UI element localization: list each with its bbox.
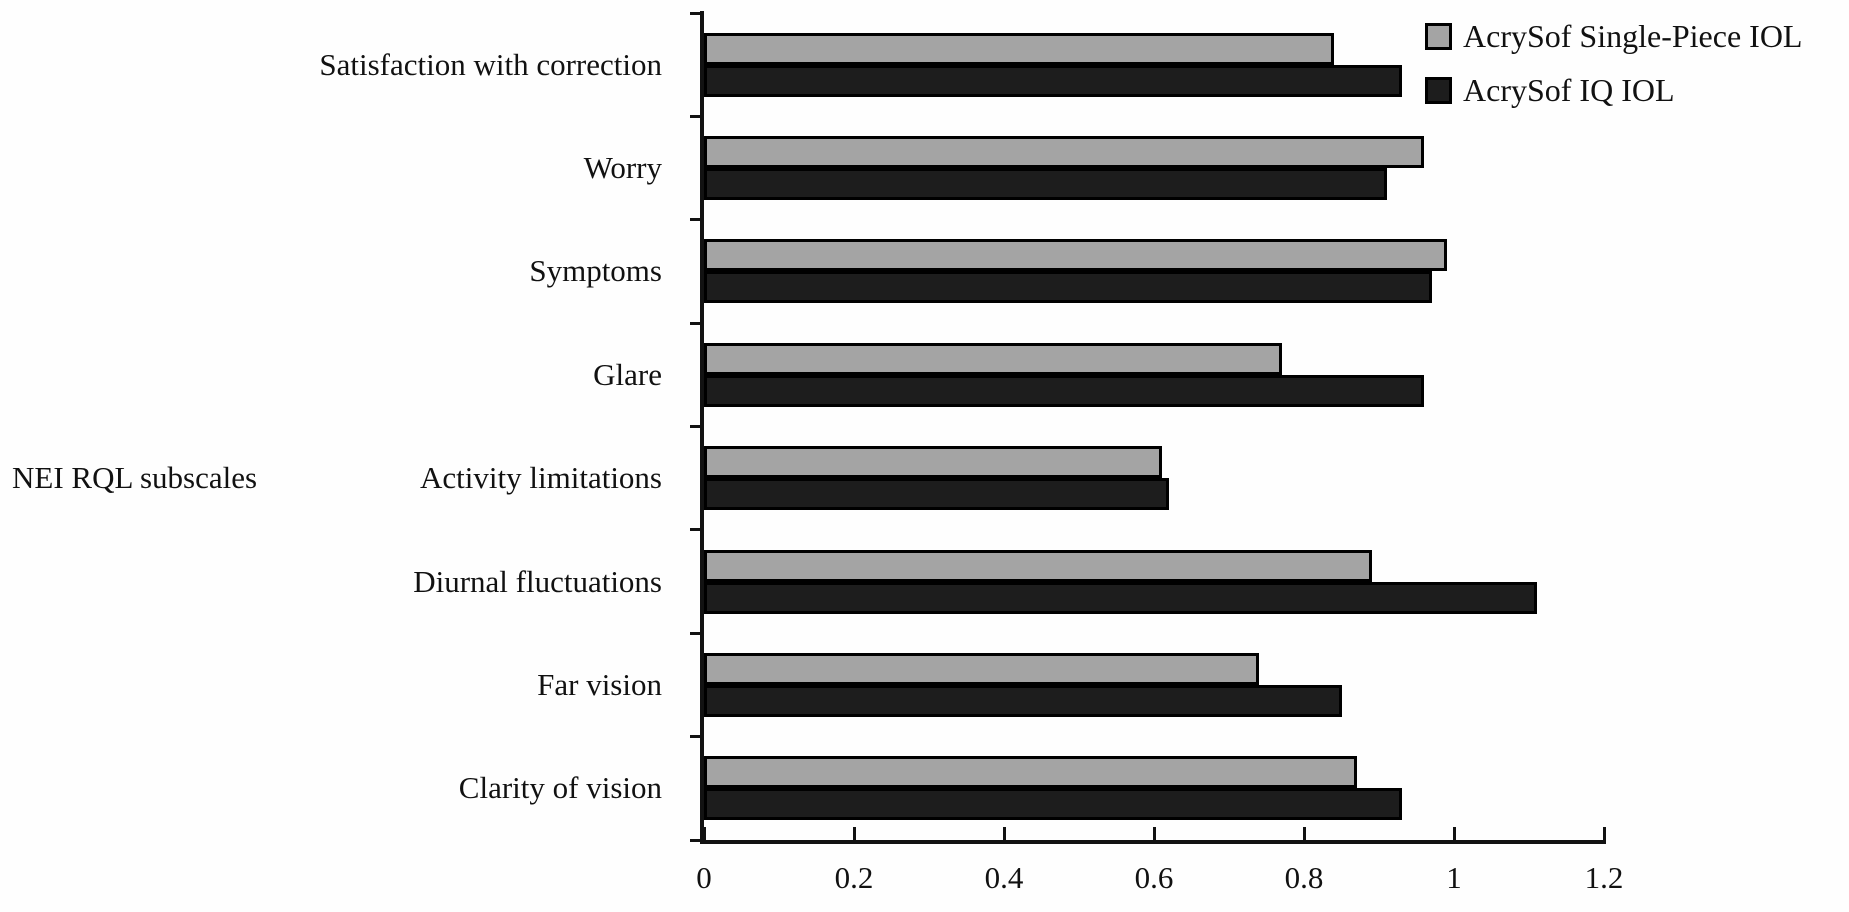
category-tick [690,321,704,325]
value-tick [1602,827,1606,841]
category-tick [690,218,704,222]
category-tick [690,838,704,842]
bar-iq [704,684,1342,717]
bar-single-piece [704,756,1357,789]
legend-label-iq: AcrySof IQ IOL [1463,72,1675,108]
value-tick-label: 1 [1446,860,1462,895]
category-label: Satisfaction with correction [319,46,662,82]
bar-iq [704,374,1424,407]
bar-single-piece [704,136,1424,169]
bar-single-piece [704,239,1447,272]
category-label: Clarity of vision [458,770,662,806]
legend-item-iq: AcrySof IQ IOL [1425,70,1802,110]
value-tick [852,827,856,841]
bar-iq [704,64,1402,97]
value-tick [1452,827,1456,841]
category-tick [690,114,704,118]
bar-single-piece [704,446,1162,479]
category-axis-title: NEI RQL subscales [12,460,258,495]
value-tick [1152,827,1156,841]
category-tick [690,528,704,532]
legend: AcrySof Single-Piece IOL AcrySof IQ IOL [1425,16,1802,124]
category-tick [690,631,704,635]
value-tick [1302,827,1306,841]
category-label: Far vision [537,666,662,702]
category-tick [690,11,704,15]
bar-single-piece [704,32,1334,65]
bar-iq [704,271,1432,304]
bar-iq [704,581,1537,614]
category-tick [690,735,704,739]
category-label: Activity limitations [420,460,662,496]
bar-single-piece [704,342,1282,375]
bar-iq [704,788,1402,821]
category-label: Glare [593,356,662,392]
value-tick [702,827,706,841]
value-tick-label: 0.6 [1134,860,1174,895]
value-tick [1002,827,1006,841]
bar-iq [704,478,1169,511]
legend-item-single-piece: AcrySof Single-Piece IOL [1425,16,1802,56]
category-label: Symptoms [529,253,662,289]
value-tick-label: 0.8 [1284,860,1324,895]
category-label: Diurnal fluctuations [413,563,662,599]
bar-single-piece [704,549,1372,582]
legend-swatch-single-piece [1425,23,1452,50]
value-tick-label: 0.2 [834,860,874,895]
x-axis-line [700,840,1606,844]
category-label: Worry [583,150,662,186]
legend-swatch-iq [1425,77,1452,104]
value-tick-label: 0.4 [984,860,1024,895]
bar-single-piece [704,652,1259,685]
category-tick [690,425,704,428]
value-tick-label: 0 [696,860,712,895]
legend-label-single-piece: AcrySof Single-Piece IOL [1463,18,1803,54]
bar-iq [704,168,1387,201]
value-tick-label: 1.2 [1584,860,1624,895]
